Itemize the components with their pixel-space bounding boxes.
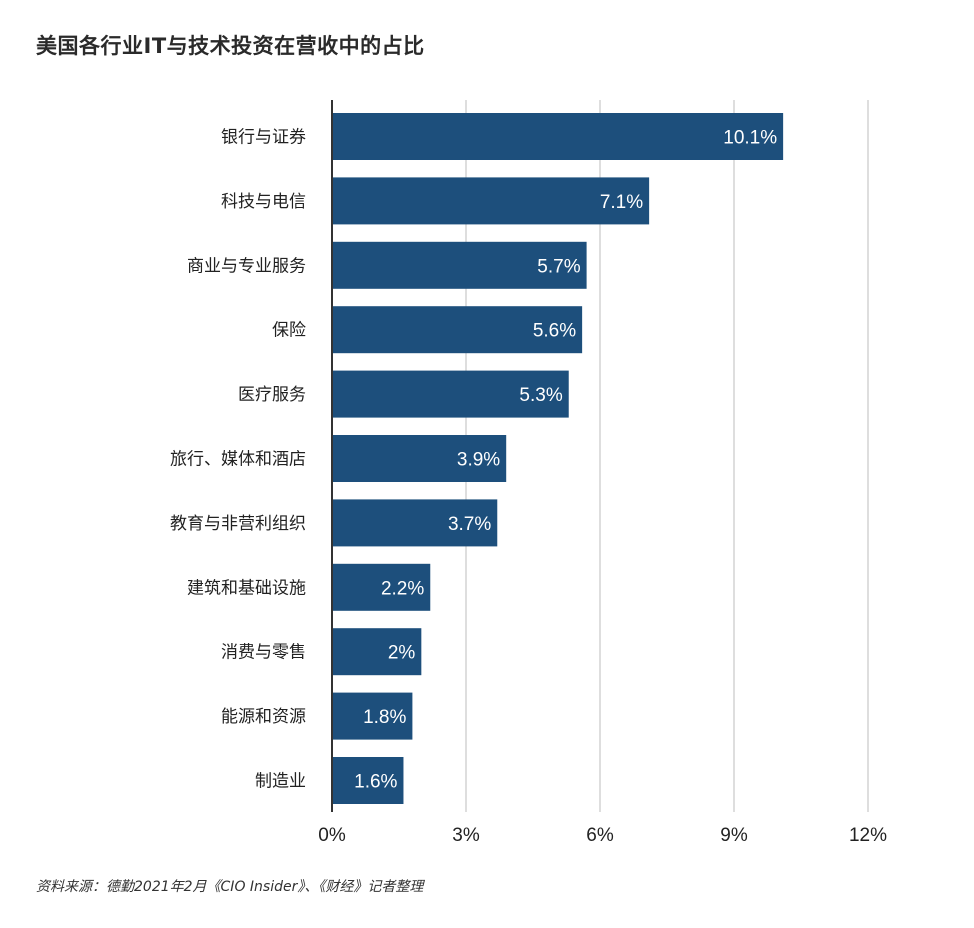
category-label: 商业与专业服务 xyxy=(187,256,306,276)
bar xyxy=(332,435,507,482)
data-label: 2% xyxy=(388,643,416,664)
bars: 10.1% 7.1% 5.7% 5.6% 5.3% 3.9% 3.7% 2.2% 2% 1.8% 1… xyxy=(332,113,784,804)
x-tick-label: 3% xyxy=(452,825,480,846)
bar xyxy=(332,241,587,289)
data-label: 1.6% xyxy=(354,772,397,793)
x-tick-label: 0% xyxy=(318,825,346,846)
category-label: 制造业 xyxy=(255,772,306,792)
x-tick-labels: 0% 3% 6% 9% 12% xyxy=(318,825,887,846)
category-label: 银行与证券 xyxy=(221,128,306,148)
x-tick-label: 6% xyxy=(586,825,614,846)
category-label: 消费与零售 xyxy=(221,643,306,663)
data-label: 2.2% xyxy=(381,578,424,599)
x-tick-label: 12% xyxy=(849,825,887,846)
data-label: 1.8% xyxy=(363,707,406,728)
data-label: 5.7% xyxy=(537,256,580,277)
category-label: 建筑和基础设施 xyxy=(187,578,306,598)
category-label: 旅行、媒体和酒店 xyxy=(170,450,306,470)
category-label: 教育与非营利组织 xyxy=(170,514,306,534)
bar xyxy=(332,177,650,225)
data-label: 10.1% xyxy=(723,128,777,149)
chart-title: 美国各行业IT与技术投资在营收中的占比 xyxy=(36,34,425,58)
bar xyxy=(332,113,784,160)
bar xyxy=(332,370,569,418)
bar xyxy=(332,692,413,740)
bar xyxy=(332,628,422,676)
bar xyxy=(332,306,583,354)
data-label: 3.7% xyxy=(448,514,491,535)
data-label: 3.9% xyxy=(457,450,500,471)
category-label: 能源和资源 xyxy=(221,707,306,727)
category-labels: 银行与证券科技与电信商业与专业服务保险医疗服务旅行、媒体和酒店教育与非营利组织建… xyxy=(170,128,306,792)
data-label: 7.1% xyxy=(600,192,643,213)
bar xyxy=(332,499,498,547)
data-label: 5.6% xyxy=(533,321,576,342)
bar xyxy=(332,757,404,804)
data-label: 5.3% xyxy=(519,385,562,406)
category-label: 科技与电信 xyxy=(221,192,306,212)
category-label: 保险 xyxy=(272,321,306,341)
x-tick-label: 9% xyxy=(720,825,748,846)
bar xyxy=(332,563,431,611)
source-note: 资料来源：德勤2021年2月《CIO Insider》、《财经》记者整理 xyxy=(36,879,424,895)
category-label: 医疗服务 xyxy=(238,385,306,405)
